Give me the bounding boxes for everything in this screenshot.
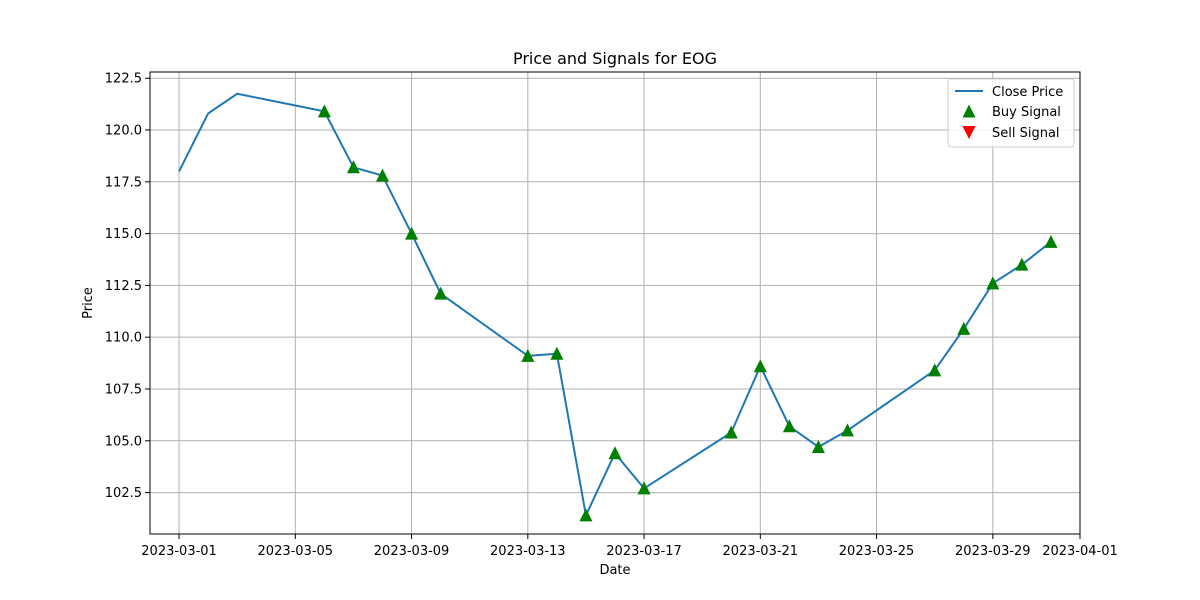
legend-label-close-price: Close Price [992,85,1063,100]
x-tick-label: 2023-03-25 [839,544,915,559]
x-tick-label: 2023-04-01 [1042,544,1118,559]
y-tick-label: 102.5 [105,486,142,501]
buy-signal-marker [608,446,622,460]
buy-signal-marker [841,423,854,437]
legend-label-buy-signal: Buy Signal [992,105,1061,120]
buy-signal-marker [346,160,360,174]
buy-signal-marker [928,363,942,377]
x-tick-label: 2023-03-05 [258,544,334,559]
buy-signal-marker [753,359,767,373]
buy-signal-marker [724,425,738,439]
y-tick-label: 112.5 [105,279,142,294]
legend-sell-swatch [962,126,976,139]
legend-label-sell-signal: Sell Signal [992,126,1060,141]
buy-signal-marker [637,481,651,495]
buy-signal-marker [521,348,535,362]
buy-signal-marker [782,419,796,433]
x-tick-label: 2023-03-17 [606,544,682,559]
x-tick-label: 2023-03-09 [374,544,450,559]
buy-signal-marker [811,439,825,453]
buy-signal-marker [986,276,1000,290]
legend-buy-swatch [962,104,976,118]
legend: Close Price Buy Signal Sell Signal [947,78,1075,148]
x-axis-label: Date [599,563,630,578]
buy-signal-marker [317,104,331,118]
y-tick-label: 105.0 [105,434,142,449]
chart-title: Price and Signals for EOG [513,49,717,68]
x-tick-label: 2023-03-13 [490,544,566,559]
buy-signal-marker [405,226,419,240]
y-tick-label: 107.5 [105,382,142,397]
x-tick-label: 2023-03-29 [955,544,1031,559]
series-layer [178,92,1058,522]
buy-signal-marker [579,508,593,522]
x-tick-label: 2023-03-21 [723,544,799,559]
y-axis-label: Price [81,287,96,319]
plot-frame [149,71,1081,535]
buy-signal-marker [550,346,564,360]
legend-box [947,78,1075,148]
y-tick-label: 120.0 [105,124,142,139]
y-tick-label: 117.5 [105,175,142,190]
y-tick-label: 122.5 [105,72,142,87]
y-tick-label: 115.0 [105,227,142,242]
buy-signal-marker [376,168,389,182]
axis-ticks: 2023-03-01 2023-03-05 2023-03-09 2023-03-13… [105,72,1118,559]
grid-lines [150,72,1081,534]
buy-signal-marker [434,286,448,300]
x-tick-label: 2023-03-01 [141,544,217,559]
buy-signal-marker [957,321,971,335]
y-tick-label: 110.0 [105,331,142,346]
buy-signal-marker [1015,257,1029,271]
buy-signal-marker [1044,234,1058,248]
